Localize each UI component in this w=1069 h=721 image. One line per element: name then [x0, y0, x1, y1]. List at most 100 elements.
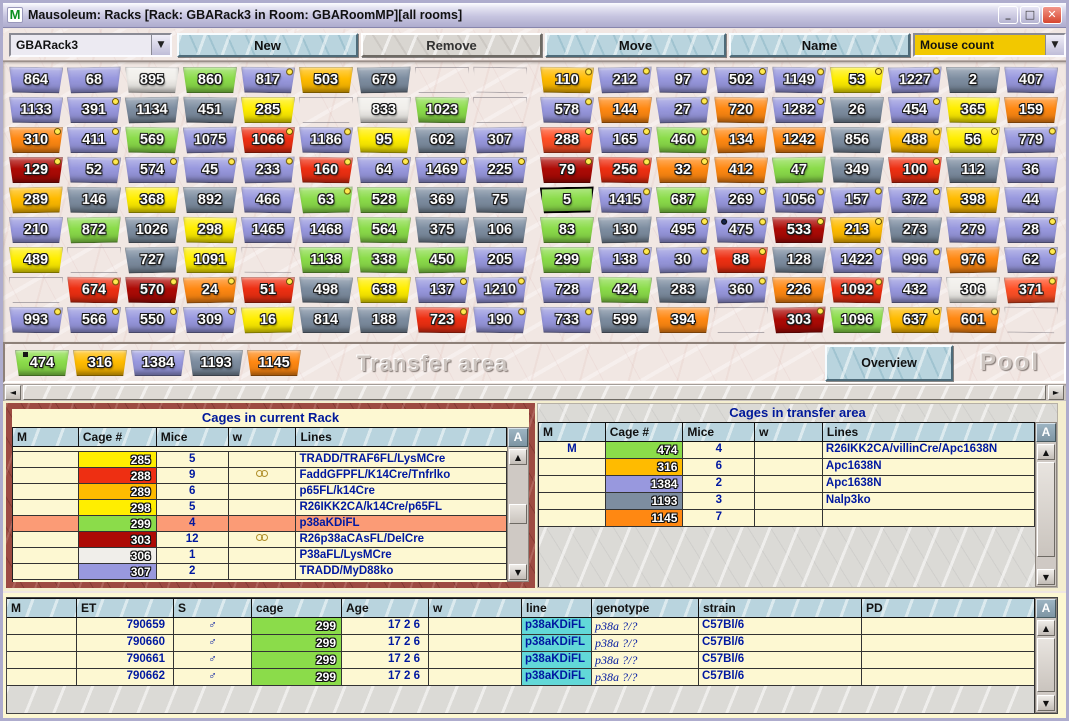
- cage-tile-574[interactable]: 574: [125, 157, 179, 183]
- scroll-up-icon[interactable]: ▲: [1037, 620, 1055, 636]
- cage-row-289[interactable]: 289 6 p65FL/k14Cre: [13, 484, 507, 500]
- cage-tile-146[interactable]: 146: [67, 187, 121, 214]
- mouse-row-790662[interactable]: 790662 ♂ 299 17 2 6 p38aKDiFL p38a ?/? C57Bl/6: [7, 669, 1035, 686]
- column-header-lines[interactable]: Lines: [822, 422, 1035, 442]
- cage-tile-424[interactable]: 424: [598, 277, 652, 304]
- cage-tile-27[interactable]: 27: [656, 97, 710, 124]
- cage-row-1384[interactable]: 1384 2 Apc1638N: [539, 476, 1035, 493]
- cage-tile-474[interactable]: 474: [15, 350, 69, 376]
- cage-tile-75[interactable]: 75: [473, 187, 527, 214]
- cage-tile-460[interactable]: 460: [656, 127, 710, 154]
- cage-tile-1282[interactable]: 1282: [772, 97, 826, 123]
- cage-tile-1193[interactable]: 1193: [189, 350, 243, 376]
- close-button[interactable]: ✕: [1042, 6, 1062, 24]
- cage-tile-637[interactable]: 637: [888, 307, 942, 333]
- cage-tile-451[interactable]: 451: [183, 97, 237, 124]
- cage-tile-1056[interactable]: 1056: [772, 187, 826, 214]
- cage-tile-160[interactable]: 160: [299, 157, 353, 184]
- cage-tile-1138[interactable]: 1138: [299, 247, 353, 273]
- cage-tile-502[interactable]: 502: [714, 67, 768, 93]
- cage-tile-996[interactable]: 996: [888, 247, 942, 274]
- cage-tile-1066[interactable]: 1066: [241, 127, 295, 153]
- view-mode-dropdown-icon[interactable]: ▼: [1045, 35, 1064, 55]
- name-button[interactable]: Name: [729, 33, 910, 57]
- cage-tile-528[interactable]: 528: [357, 187, 411, 213]
- a-column-button[interactable]: A: [1036, 599, 1056, 618]
- scroll-thumb[interactable]: [1037, 638, 1055, 692]
- cage-tile-56[interactable]: 56: [946, 127, 1000, 153]
- cage-tile-63[interactable]: 63: [299, 187, 353, 214]
- new-button[interactable]: New: [177, 33, 358, 57]
- cage-tile-728[interactable]: 728: [540, 277, 594, 303]
- cage-tile-1465[interactable]: 1465: [241, 217, 295, 243]
- a-column-button[interactable]: A: [508, 428, 528, 447]
- cage-tile-26[interactable]: 26: [830, 97, 884, 123]
- cage-tile-1468[interactable]: 1468: [299, 217, 353, 243]
- column-header-strain[interactable]: strain: [699, 598, 862, 618]
- scroll-right-icon[interactable]: ►: [1048, 385, 1064, 400]
- cage-row-306[interactable]: 306 1 P38aFL/LysMCre: [13, 548, 507, 564]
- cage-tile-1096[interactable]: 1096: [830, 307, 884, 333]
- cage-tile-454[interactable]: 454: [888, 97, 942, 123]
- cage-tile-371[interactable]: 371: [1004, 277, 1058, 304]
- cage-tile-256[interactable]: 256: [598, 157, 652, 184]
- cage-tile-106[interactable]: 106: [473, 217, 527, 243]
- cage-tile-817[interactable]: 817: [241, 67, 295, 94]
- cage-tile-5[interactable]: 5: [540, 187, 594, 214]
- cage-tile-310[interactable]: 310: [9, 127, 63, 153]
- cage-tile-779[interactable]: 779: [1004, 127, 1058, 154]
- cage-tile-360[interactable]: 360: [714, 277, 768, 304]
- cage-row-285[interactable]: 285 5 TRADD/TRAF6FL/LysMCre: [13, 452, 507, 468]
- cage-tile-279[interactable]: 279: [946, 217, 1000, 244]
- move-button[interactable]: Move: [545, 33, 726, 57]
- cage-tile-368[interactable]: 368: [125, 187, 179, 213]
- cage-tile-303[interactable]: 303: [772, 307, 826, 334]
- cage-tile-1092[interactable]: 1092: [830, 277, 884, 304]
- cage-tile-138[interactable]: 138: [598, 247, 652, 273]
- cage-tile-495[interactable]: 495: [656, 217, 710, 243]
- cage-tile-394[interactable]: 394: [656, 307, 710, 333]
- transfer-table-scrollbar[interactable]: A ▲ ▼: [1035, 422, 1057, 587]
- cage-row-298[interactable]: 298 5 R26IKK2CA/k14Cre/p65FL: [13, 500, 507, 516]
- cage-tile-134[interactable]: 134: [714, 127, 768, 154]
- column-header-s[interactable]: S: [174, 598, 252, 618]
- cage-tile-1242[interactable]: 1242: [772, 127, 826, 153]
- cage-tile-1145[interactable]: 1145: [247, 350, 301, 376]
- cage-tile-16[interactable]: 16: [241, 307, 295, 334]
- cage-tile-679[interactable]: 679: [357, 67, 411, 94]
- cage-tile-95[interactable]: 95: [357, 127, 411, 154]
- cage-row-1193[interactable]: 1193 3 Nalp3ko: [539, 493, 1035, 510]
- cage-tile-110[interactable]: 110: [540, 67, 594, 94]
- cage-tile-550[interactable]: 550: [125, 307, 179, 333]
- column-header-pd[interactable]: PD: [862, 598, 1035, 618]
- horizontal-scroll-thumb[interactable]: [23, 385, 1046, 400]
- scroll-left-icon[interactable]: ◄: [5, 385, 21, 400]
- cage-tile-1091[interactable]: 1091: [183, 247, 237, 273]
- cage-tile-159[interactable]: 159: [1004, 97, 1058, 123]
- cage-tile-1026[interactable]: 1026: [125, 217, 179, 243]
- scroll-down-icon[interactable]: ▼: [1037, 695, 1055, 711]
- column-header-genotype[interactable]: genotype: [592, 598, 699, 618]
- cage-tile-316[interactable]: 316: [73, 350, 127, 376]
- cage-tile-1023[interactable]: 1023: [415, 97, 469, 124]
- cage-tile-1186[interactable]: 1186: [299, 127, 353, 154]
- cage-tile-299[interactable]: 299: [540, 247, 594, 273]
- cage-tile-137[interactable]: 137: [415, 277, 469, 303]
- cage-tile-860[interactable]: 860: [183, 67, 237, 93]
- cage-tile-391[interactable]: 391: [67, 97, 121, 123]
- cage-tile-833[interactable]: 833: [357, 97, 411, 123]
- column-header-cage[interactable]: cage: [252, 598, 342, 618]
- cage-tile-51[interactable]: 51: [241, 277, 295, 303]
- column-header-et[interactable]: ET: [77, 598, 174, 618]
- mouse-row-790660[interactable]: 790660 ♂ 299 17 2 6 p38aKDiFL p38a ?/? C57Bl/6: [7, 635, 1035, 652]
- cage-row-299[interactable]: 299 4 p38aKDiFL: [13, 516, 507, 532]
- cage-tile-32[interactable]: 32: [656, 157, 710, 183]
- cage-tile-205[interactable]: 205: [473, 247, 527, 273]
- cage-tile-210[interactable]: 210: [9, 217, 63, 243]
- scroll-thumb[interactable]: [509, 504, 527, 524]
- cage-tile-309[interactable]: 309: [183, 307, 237, 333]
- cage-tile-157[interactable]: 157: [830, 187, 884, 214]
- column-header-mice[interactable]: Mice: [156, 427, 229, 447]
- cage-tile-226[interactable]: 226: [772, 277, 826, 303]
- cage-tile-450[interactable]: 450: [415, 247, 469, 274]
